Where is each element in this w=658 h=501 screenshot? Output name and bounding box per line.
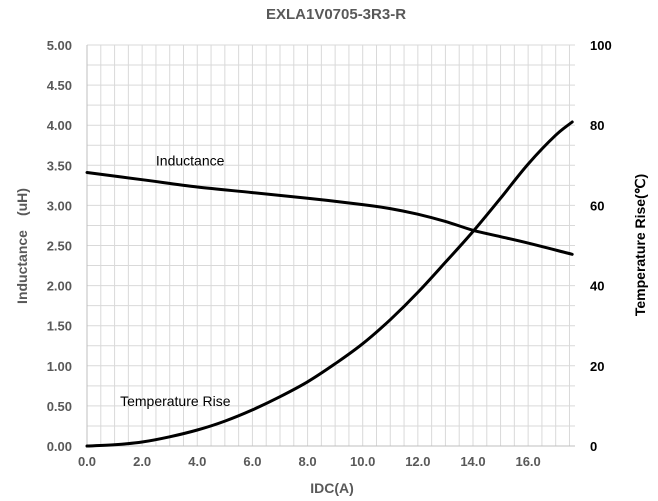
chart-title: EXLA1V0705-3R3-R (266, 6, 406, 23)
annotation-label: Inductance (156, 152, 225, 168)
series-inductance-line (85, 171, 574, 256)
y2-axis-label: Temperature Rise(℃) (632, 174, 648, 316)
y2-tick-label: 60 (590, 198, 604, 213)
annotations: Inductance Temperature Rise (120, 152, 231, 409)
x-tick-label: 8.0 (299, 454, 317, 469)
y-tick-label: 0.00 (47, 439, 72, 454)
y2-tick-label: 40 (590, 279, 604, 294)
x-tick-label: 4.0 (188, 454, 206, 469)
series-temperature-rise-line (85, 120, 574, 448)
y2-tick-label: 100 (590, 38, 612, 53)
x-tick-label: 12.0 (405, 454, 430, 469)
y-tick-label: 0.50 (47, 399, 72, 414)
x-tick-label: 10.0 (350, 454, 375, 469)
y-tick-label: 1.50 (47, 319, 72, 334)
x-tick-label: 2.0 (133, 454, 151, 469)
y-tick-label: 2.00 (47, 279, 72, 294)
x-tick-label: 6.0 (243, 454, 261, 469)
x-tick-label: 0.0 (78, 454, 96, 469)
y-tick-label: 5.00 (47, 38, 72, 53)
y2-tick-label: 80 (590, 118, 604, 133)
y-tick-label: 3.00 (47, 198, 72, 213)
x-tick-label: 14.0 (460, 454, 485, 469)
y-axis-label: Inductance (uH) (14, 188, 30, 304)
y-tick-label: 1.00 (47, 359, 72, 374)
x-tick-label: 16.0 (515, 454, 540, 469)
axes (86, 45, 575, 447)
y-tick-label: 3.50 (47, 158, 72, 173)
y-tick-label: 2.50 (47, 239, 72, 254)
y2-tick-label: 20 (590, 359, 604, 374)
annotation-label: Temperature Rise (120, 393, 231, 409)
x-axis-label: IDC(A) (310, 480, 354, 496)
y2-tick-label: 0 (590, 439, 597, 454)
series-layer (85, 120, 574, 448)
y-tick-label: 4.00 (47, 118, 72, 133)
grid (87, 44, 575, 446)
y-tick-label: 4.50 (47, 78, 72, 93)
ticks: 0.0 2.0 4.0 6.0 8.0 10.0 12.0 14.0 16.0 0.00 0.50 1… (47, 38, 612, 469)
